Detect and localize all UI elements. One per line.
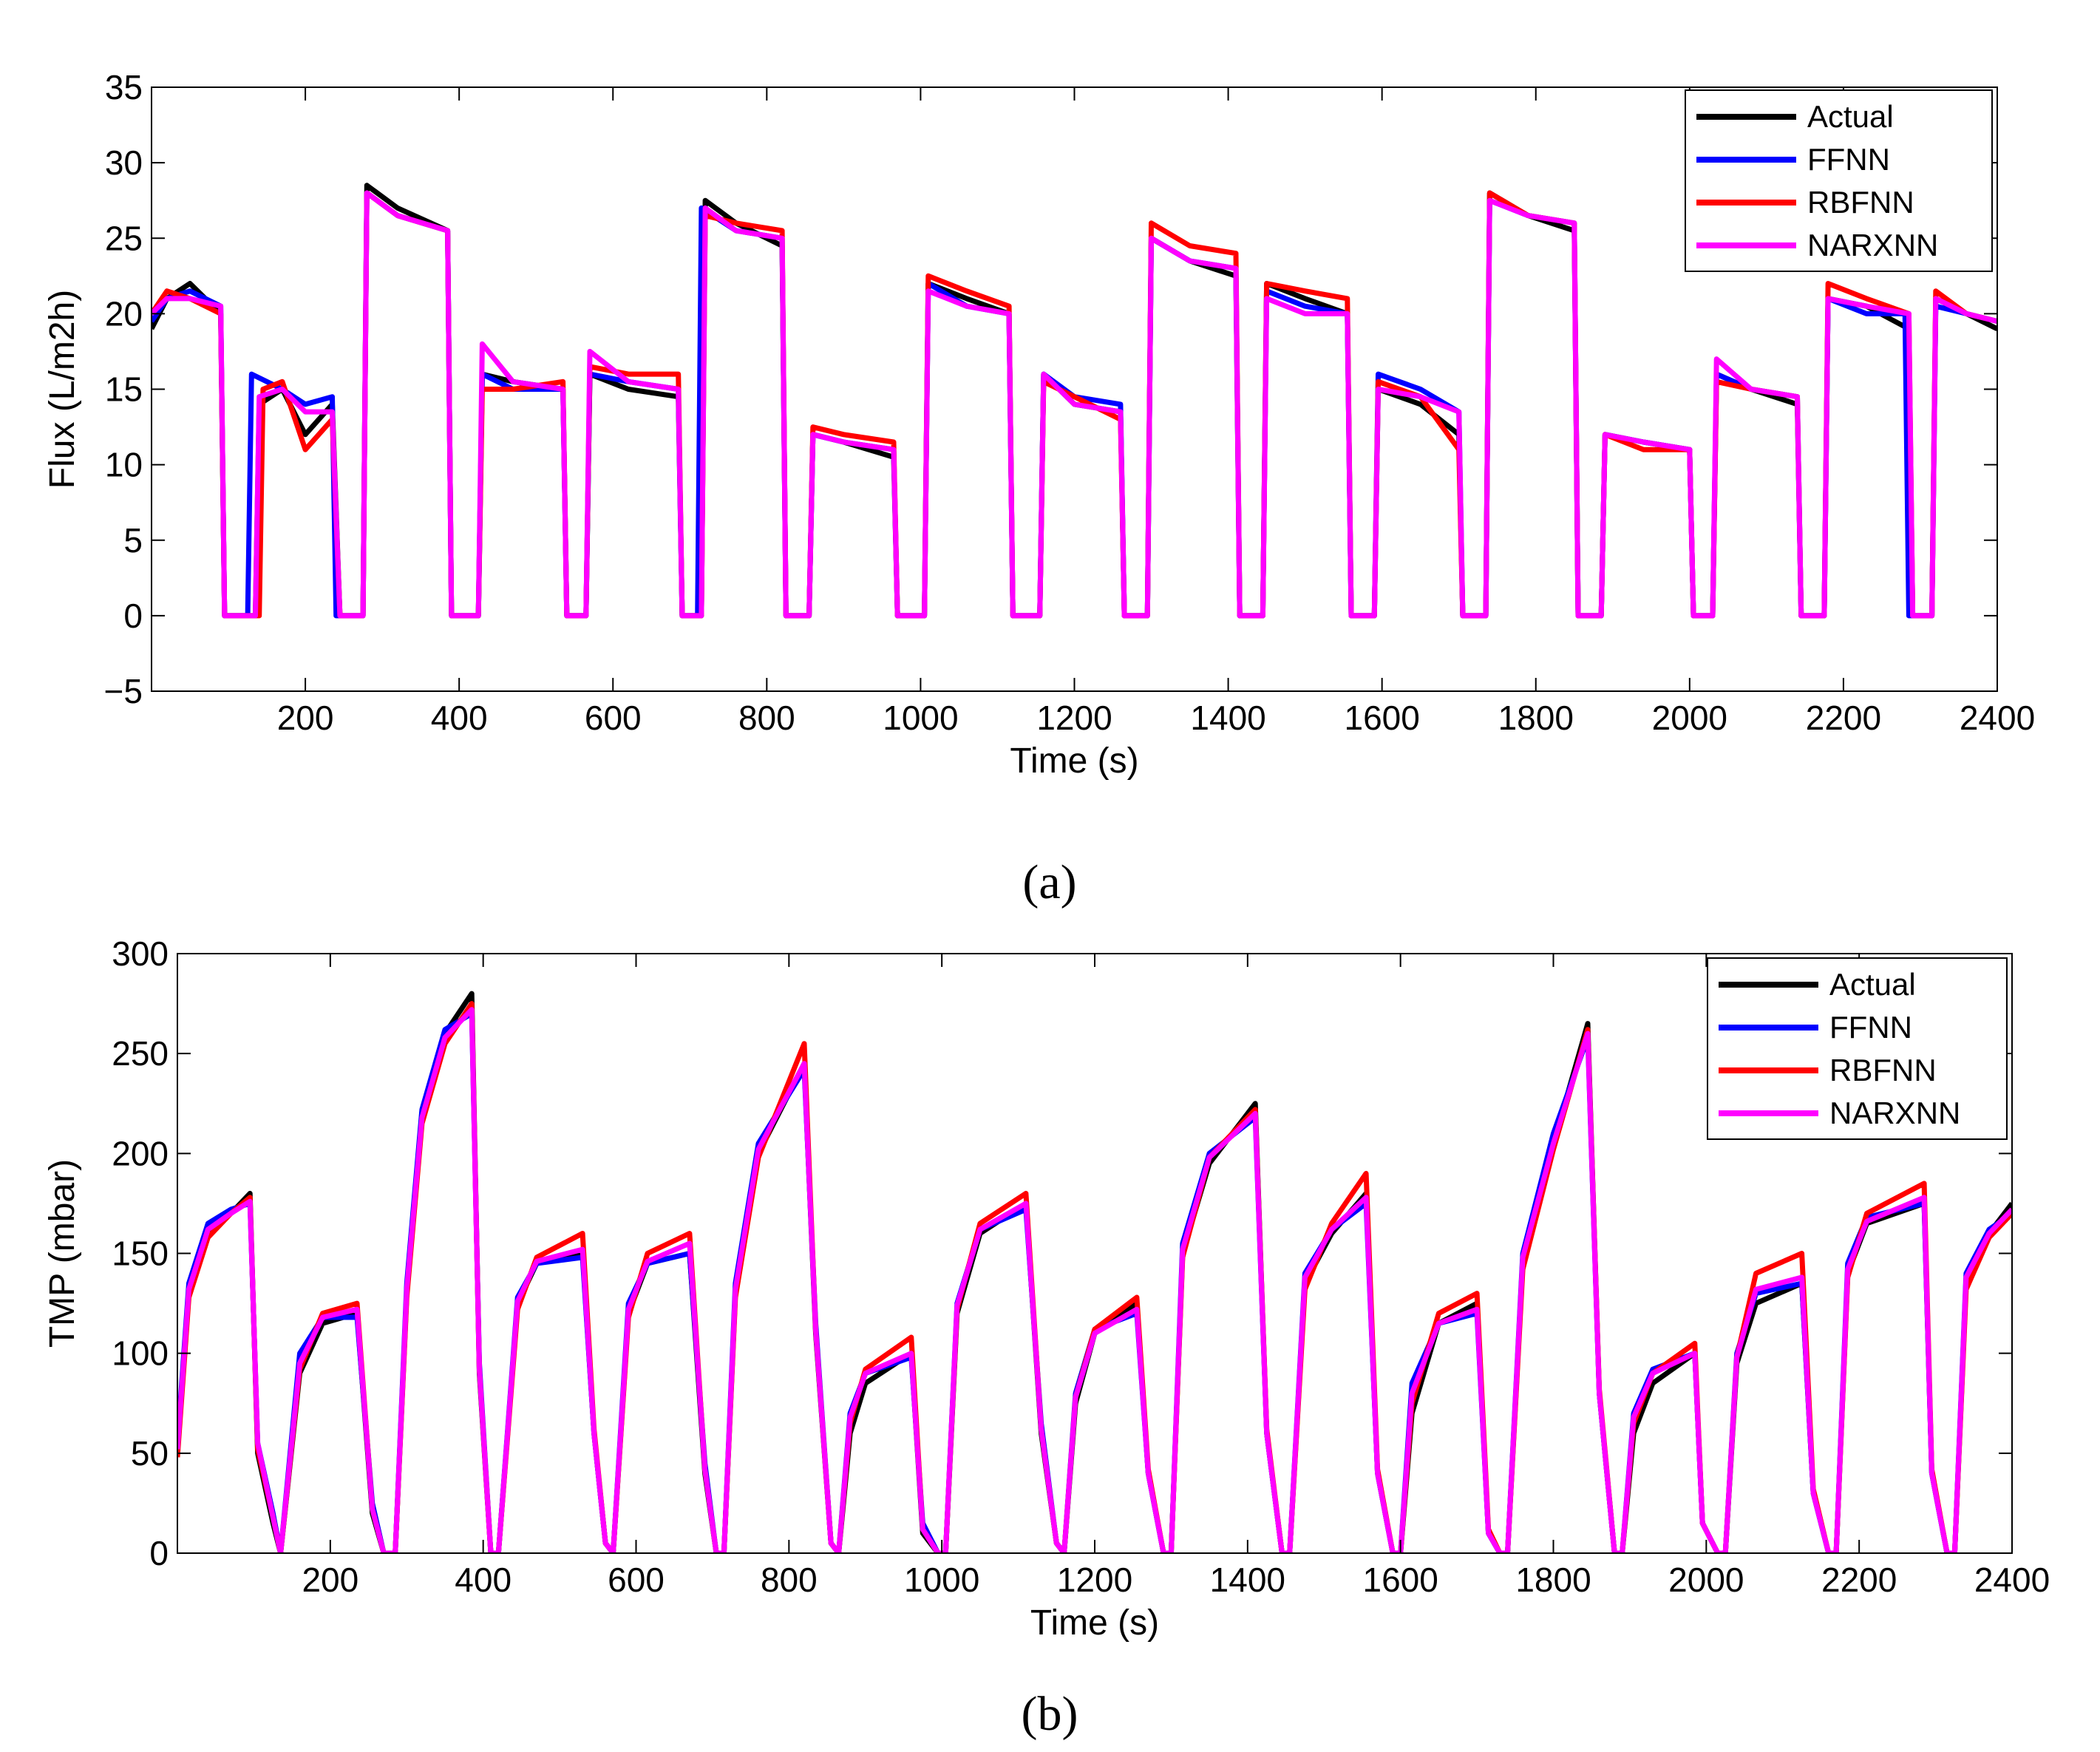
legend-box <box>1685 89 1993 272</box>
chart-panel-tmp: 200 400 600 800 1000 1200 1400 1600 1800 2000 2200… <box>43 934 2050 1643</box>
legend-box <box>1707 957 2008 1140</box>
series-line-narxnn <box>177 1007 2012 1553</box>
x-tick-label: 1400 <box>1210 1561 1285 1599</box>
y-axis-label: TMP (mbar) <box>43 1159 82 1348</box>
y-tick-label: 25 <box>105 219 143 257</box>
chart-panel-flux: 200 400 600 800 1000 1200 1400 1600 1800 2000 2200… <box>43 68 2035 781</box>
x-tick-label: 600 <box>585 699 642 737</box>
x-tick-label: 1200 <box>1057 1561 1132 1599</box>
y-tick-label: 200 <box>112 1134 169 1172</box>
x-tick-label: 1800 <box>1515 1561 1591 1599</box>
x-tick-label: 2000 <box>1652 699 1727 737</box>
legend-label-ffnn: FFNN <box>1829 1010 1912 1045</box>
series-line-narxnn <box>152 190 1997 619</box>
series-group <box>152 183 1997 619</box>
x-tick-label: 2400 <box>1974 1561 2050 1599</box>
x-axis-label: Time (s) <box>1010 741 1138 781</box>
legend: Actual FFNN RBFNN NARXNN <box>1685 89 1993 272</box>
x-tick-label: 800 <box>738 699 795 737</box>
legend-label-actual: Actual <box>1829 967 1916 1002</box>
x-tick-label: 1400 <box>1190 699 1265 737</box>
x-tick-label: 1000 <box>883 699 958 737</box>
x-tick-label: 2200 <box>1821 1561 1897 1599</box>
x-tick-label: 1600 <box>1344 699 1419 737</box>
series-group <box>177 991 2012 1553</box>
y-tick-label: 30 <box>105 143 143 182</box>
x-tick-label: 600 <box>608 1561 665 1599</box>
x-axis-label: Time (s) <box>1030 1603 1159 1643</box>
legend-label-rbfnn: RBFNN <box>1807 185 1914 220</box>
x-tick-label: 800 <box>761 1561 818 1599</box>
y-tick-label: 150 <box>112 1235 169 1273</box>
y-tick-label: 50 <box>131 1434 169 1473</box>
x-tick-label: 1200 <box>1036 699 1112 737</box>
legend-label-actual: Actual <box>1807 99 1894 134</box>
x-tick-label: 1800 <box>1498 699 1574 737</box>
y-tick-label: 20 <box>105 294 143 333</box>
y-tick-label: −5 <box>104 672 143 710</box>
legend-label-narxnn: NARXNN <box>1807 228 1938 262</box>
legend-label-ffnn: FFNN <box>1807 142 1890 177</box>
x-tick-label: 200 <box>302 1561 359 1599</box>
legend: Actual FFNN RBFNN NARXNN <box>1707 957 2008 1140</box>
x-tick-label: 200 <box>277 699 334 737</box>
legend-label-rbfnn: RBFNN <box>1829 1053 1937 1087</box>
legend-label-narxnn: NARXNN <box>1829 1096 1960 1130</box>
x-tick-label: 1000 <box>904 1561 979 1599</box>
x-tick-label: 2200 <box>1806 699 1881 737</box>
x-tick-label: 2400 <box>1960 699 2035 737</box>
y-tick-label: 0 <box>123 597 143 635</box>
y-tick-label: 300 <box>112 934 169 973</box>
y-tick-label: 100 <box>112 1334 169 1373</box>
y-tick-label: 5 <box>123 521 143 560</box>
x-tick-label: 2000 <box>1668 1561 1744 1599</box>
caption-b: (b) <box>1022 1687 1078 1741</box>
y-tick-label: 10 <box>105 446 143 484</box>
x-tick-label: 400 <box>455 1561 512 1599</box>
y-tick-label: 0 <box>149 1534 169 1572</box>
y-tick-label: 15 <box>105 370 143 409</box>
x-tick-label: 1600 <box>1362 1561 1438 1599</box>
x-tick-label: 400 <box>431 699 488 737</box>
y-tick-label: 250 <box>112 1034 169 1073</box>
y-tick-label: 35 <box>105 68 143 106</box>
caption-a: (a) <box>1022 855 1076 909</box>
y-axis-label: Flux (L/m2h) <box>43 290 82 489</box>
